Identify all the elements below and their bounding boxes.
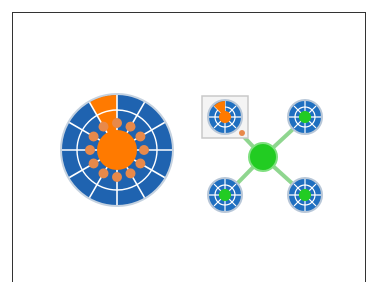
node-selected: [208, 100, 242, 134]
page: [0, 0, 378, 282]
node: [288, 100, 322, 134]
illustration: [0, 0, 378, 282]
node: [208, 178, 242, 212]
node: [288, 178, 322, 212]
hub: [249, 143, 277, 171]
big-wheel: [61, 94, 173, 206]
resize-handle: [239, 130, 245, 136]
